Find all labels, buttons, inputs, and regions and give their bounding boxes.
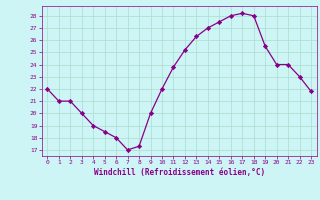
X-axis label: Windchill (Refroidissement éolien,°C): Windchill (Refroidissement éolien,°C)	[94, 168, 265, 177]
